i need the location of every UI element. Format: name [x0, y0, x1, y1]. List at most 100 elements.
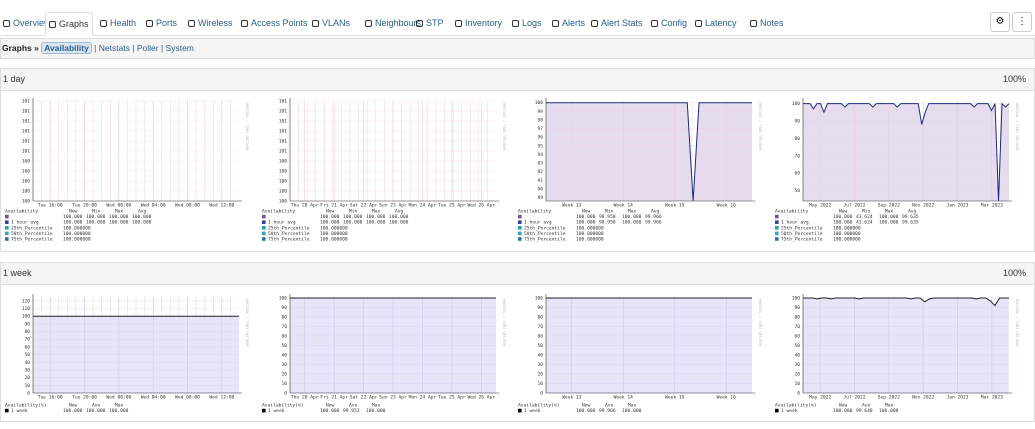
nav-tab[interactable]: Ports [143, 12, 180, 36]
nav-tab[interactable]: Alerts [549, 12, 588, 36]
nav-tab[interactable]: Latency [692, 12, 740, 36]
nav-tab[interactable]: Logs [509, 12, 545, 36]
legend-column: Availability [262, 209, 295, 215]
nav-tab[interactable]: Neighbours [362, 12, 424, 36]
x-tick-label: Tue 16:00 [38, 203, 63, 209]
y-tick-label: 100 [792, 295, 801, 301]
legend-column: Now [839, 403, 848, 409]
graph-credit: RRDTOOL / TOBI OETIKER [1015, 299, 1019, 347]
x-tick-label: Jul 2022 [843, 203, 865, 209]
settings-button[interactable]: ⚙ [990, 12, 1010, 32]
y-tick-label: 100 [535, 100, 544, 106]
y-tick-label: 30 [24, 367, 30, 373]
nav-tab[interactable]: Alert Stats [588, 12, 646, 36]
legend-column: Availability [518, 209, 551, 215]
nav-tab[interactable]: Notes [747, 12, 787, 36]
legend-value: 100.000 [109, 408, 129, 414]
nav-tab[interactable]: Inventory [452, 12, 505, 36]
subnav-item[interactable]: Availability [41, 42, 92, 54]
x-tick-label: May 2022 [809, 203, 831, 209]
x-tick-label: Week 14 [614, 203, 634, 209]
legend-value: 100.000 [86, 220, 106, 226]
x-tick-label: Sat 22 Apr [350, 203, 378, 209]
nav-tab[interactable]: Access Points [238, 12, 311, 36]
legend-swatch [262, 408, 266, 413]
nav-tab[interactable]: Health [97, 12, 139, 36]
x-tick-label: Tue 20:00 [72, 395, 97, 401]
subnav-item[interactable]: Netstats [98, 43, 130, 53]
subnav-title: Graphs » [2, 43, 39, 53]
y-tick-label: 40 [281, 352, 287, 358]
y-tick-label: 100 [22, 169, 31, 175]
nav-tab[interactable]: Config [648, 12, 690, 36]
legend-column: Max [115, 209, 124, 215]
legend-value: 100.000 [389, 220, 409, 226]
menu-button[interactable]: ⋮ [1012, 12, 1032, 32]
y-tick-label: 50 [24, 352, 30, 358]
y-tick-label: 30 [537, 362, 543, 368]
y-tick-label: 10 [537, 381, 543, 387]
y-tick-label: 60 [794, 171, 800, 177]
y-tick-label: 0 [27, 391, 30, 397]
legend-swatch [775, 231, 779, 236]
y-tick-label: 70 [794, 324, 800, 330]
y-tick-label: 0 [284, 391, 287, 397]
nav-tab[interactable]: STP [413, 12, 447, 36]
legend-label: 1 week [11, 408, 28, 414]
nav-tab[interactable]: Overview [0, 12, 54, 36]
nav-tab-label: Wireless [198, 18, 233, 28]
rrd-graph: 100 100 100 100 100 101 101 101 101 101 101 Thu 20 … [262, 98, 506, 243]
y-tick-label: 0 [540, 391, 543, 397]
subnav-item[interactable]: Poller [136, 43, 159, 53]
y-tick-label: 91 [537, 178, 543, 184]
nav-tab[interactable]: Graphs [45, 12, 93, 36]
x-tick-label: Week 15 [665, 203, 685, 209]
y-tick-label: 94 [537, 152, 543, 158]
availability-line [546, 102, 752, 202]
legend-column: Max [628, 403, 637, 409]
nav-tab-label: Overview [13, 18, 51, 28]
availability-area [546, 102, 752, 201]
legend-column: Min [605, 209, 614, 215]
nav-tab-label: Latency [705, 18, 737, 28]
x-tick-label: Week 14 [614, 395, 634, 401]
x-tick-label: Wed 08:00 [175, 395, 200, 401]
legend-column: Availability(%) [775, 403, 817, 409]
legend-swatch [775, 214, 779, 219]
y-tick-label: 100 [279, 159, 288, 165]
legend-value: 100.000 [833, 408, 853, 414]
y-tick-label: 20 [537, 371, 543, 377]
legend-value: 98.958 [599, 214, 616, 220]
legend-column: Now [839, 209, 848, 215]
legend-column: Ave [862, 403, 871, 409]
nav-tab[interactable]: Wireless [185, 12, 236, 36]
x-tick-label: Mon 24 Apr [409, 395, 437, 401]
graph-credit: RRDTOOL / TOBI OETIKER [758, 103, 762, 151]
y-tick-label: 97 [537, 126, 543, 132]
nav-tab-label: Notes [760, 18, 784, 28]
subnav-item[interactable]: System [165, 43, 194, 53]
x-tick-label: Wed 12:00 [209, 395, 234, 401]
y-tick-label: 92 [537, 169, 543, 175]
nav-tab[interactable]: VLANs [309, 12, 353, 36]
y-tick-label: 20 [24, 375, 30, 381]
legend-value: 100.000 [576, 214, 596, 220]
y-tick-label: 96 [537, 135, 543, 141]
legend-value: 100.000 [366, 214, 386, 220]
legend-column: Availability(%) [5, 403, 47, 409]
legend-value: 100.000 [63, 220, 83, 226]
panel-title: 1 week [3, 268, 32, 278]
nav-tab-label: Access Points [251, 18, 308, 28]
y-tick-label: 50 [794, 188, 800, 194]
rrd-graph: 50 60 70 80 90 100 May 2022 Jul 2022 Sep 2022 Nov… [775, 98, 1019, 243]
y-tick-label: 101 [22, 109, 31, 115]
legend-column: Now [326, 403, 335, 409]
x-tick-label: Jul 2022 [843, 395, 865, 401]
x-tick-label: Sun 23 Apr [379, 395, 407, 401]
graph-credit: RRDTOOL / TOBI OETIKER [1015, 103, 1019, 151]
legend-value: 100.000 [879, 408, 899, 414]
legend-value: 100.000 [879, 220, 899, 226]
y-tick-label: 80 [794, 136, 800, 142]
